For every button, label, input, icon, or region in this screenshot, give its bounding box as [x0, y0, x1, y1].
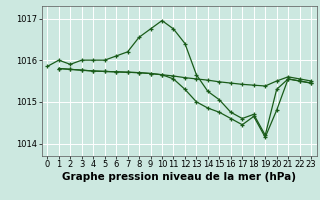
- X-axis label: Graphe pression niveau de la mer (hPa): Graphe pression niveau de la mer (hPa): [62, 172, 296, 182]
